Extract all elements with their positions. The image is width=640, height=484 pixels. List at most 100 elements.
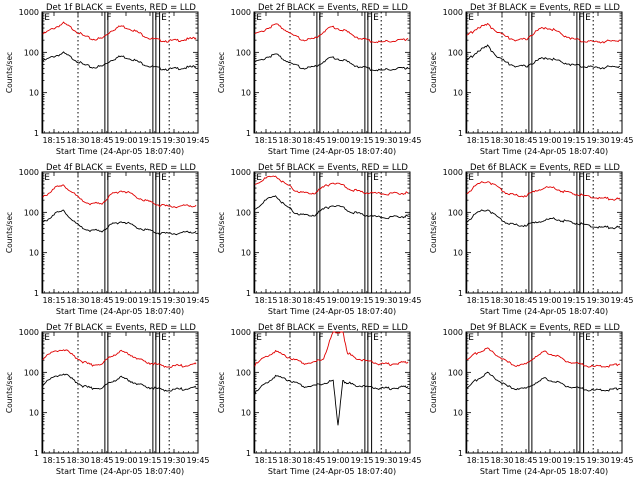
event-marker-label: F [578,333,583,343]
series-line-events [42,51,197,71]
event-marker-label: E [585,333,591,343]
x-tick-label: 19:45 [186,296,209,305]
y-tick-label: 1 [246,289,251,298]
event-marker-label: E [468,173,474,183]
x-tick-label: 19:30 [374,136,397,145]
x-tick-label: 19:15 [350,136,373,145]
x-tick-label: 18:45 [302,456,325,465]
y-tick-label: 100 [24,208,39,217]
event-marker-label: E [161,13,167,23]
y-tick-label: 1 [458,129,463,138]
x-tick-label: 18:15 [42,296,65,305]
event-marker-label: E [468,333,474,343]
event-marker-label: F [154,333,159,343]
y-tick-label: 1000 [19,168,39,177]
y-tick-label: 1000 [19,8,39,17]
plot-frame [253,11,411,134]
event-marker-label: E [256,173,262,183]
x-tick-label: 18:15 [466,456,489,465]
x-tick-label: 19:45 [398,136,421,145]
plot-frame [41,331,199,454]
x-tick-label: 18:30 [278,296,301,305]
series-line-events [254,374,409,426]
x-tick-label: 19:30 [374,296,397,305]
x-tick-label: 18:30 [278,136,301,145]
x-axis-label: Start Time (24-Apr-05 18:07:40) [480,307,608,316]
event-marker-label: F [578,173,583,183]
y-tick-label: 10 [453,409,463,418]
y-axis-label: Counts/sec [217,372,226,413]
panel-title: Det 5f BLACK = Events, RED = LLD [258,163,408,173]
x-tick-label: 18:30 [490,296,513,305]
y-axis-label: Counts/sec [429,52,438,93]
event-marker-label: F [318,333,323,343]
series-line-lld [466,22,621,44]
x-tick-label: 19:00 [114,456,137,465]
panel-title: Det 9f BLACK = Events, RED = LLD [470,323,620,333]
y-tick-label: 10 [29,89,39,98]
y-tick-label: 1 [246,449,251,458]
x-axis-label: Start Time (24-Apr-05 18:07:40) [56,147,184,156]
y-tick-label: 100 [448,208,463,217]
plot-frame [253,331,411,454]
panel-3: Det 3f BLACK = Events, RED = LLD 1 10 100 10… [429,3,634,156]
y-tick-label: 1 [34,449,39,458]
x-tick-label: 19:00 [538,456,561,465]
y-axis-label: Counts/sec [429,372,438,413]
event-marker-label: F [366,13,371,23]
y-axis-label: Counts/sec [5,212,14,253]
event-marker-label: F [154,13,159,23]
x-tick-label: 18:45 [514,456,537,465]
x-axis-label: Start Time (24-Apr-05 18:07:40) [480,467,608,476]
event-marker-label: F [578,13,583,23]
x-tick-label: 19:15 [350,456,373,465]
y-tick-label: 100 [236,368,251,377]
y-tick-label: 10 [29,249,39,258]
x-tick-label: 19:15 [138,456,161,465]
y-axis-label: Counts/sec [217,52,226,93]
x-tick-label: 19:15 [562,296,585,305]
y-tick-label: 10 [241,409,251,418]
x-tick-label: 18:45 [514,296,537,305]
x-tick-label: 18:30 [490,136,513,145]
plot-frame [465,171,623,294]
series-line-events [466,209,621,230]
event-marker-label: E [373,333,379,343]
event-marker-label: E [44,173,50,183]
x-tick-label: 19:00 [538,136,561,145]
x-axis-label: Start Time (24-Apr-05 18:07:40) [56,467,184,476]
panel-5: Det 5f BLACK = Events, RED = LLD 1 10 100 10… [217,163,422,316]
x-tick-label: 18:15 [466,296,489,305]
x-tick-label: 19:00 [326,296,349,305]
plot-frame [465,11,623,134]
event-marker-label: E [585,173,591,183]
x-tick-label: 19:45 [610,136,633,145]
panel-6: Det 6f BLACK = Events, RED = LLD 1 10 100 10… [429,163,634,316]
x-tick-label: 19:15 [138,136,161,145]
x-tick-label: 19:30 [162,136,185,145]
x-tick-label: 19:00 [538,296,561,305]
series-line-events [42,209,197,236]
event-marker-label: E [256,13,262,23]
event-marker-label: F [530,173,535,183]
event-marker-label: E [373,13,379,23]
y-tick-label: 1000 [231,8,251,17]
x-tick-label: 19:45 [186,136,209,145]
series-line-lld [466,181,621,201]
panel-title: Det 8f BLACK = Events, RED = LLD [258,323,408,333]
event-marker-label: F [106,173,111,183]
x-tick-label: 19:00 [326,136,349,145]
series-line-lld [254,23,409,44]
series-line-lld [254,331,409,367]
series-line-events [42,373,197,392]
event-marker-label: E [161,333,167,343]
event-marker-label: E [256,333,262,343]
panel-title: Det 1f BLACK = Events, RED = LLD [46,3,196,13]
panel-1: Det 1f BLACK = Events, RED = LLD 1 10 100 10… [5,3,210,156]
y-tick-label: 100 [24,368,39,377]
event-marker-label: F [366,333,371,343]
series-line-events [466,371,621,392]
panel-title: Det 7f BLACK = Events, RED = LLD [46,323,196,333]
x-tick-label: 19:30 [162,456,185,465]
